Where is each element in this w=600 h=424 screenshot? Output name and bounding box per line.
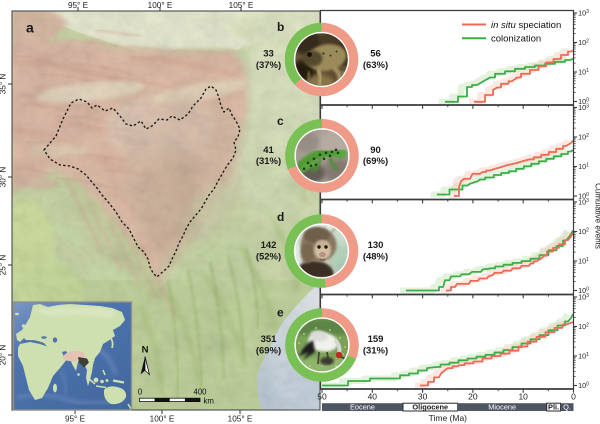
svg-text:90: 90 <box>370 145 381 156</box>
svg-text:e: e <box>277 306 284 320</box>
svg-text:(31%): (31%) <box>256 156 281 167</box>
svg-text:25° N: 25° N <box>0 255 8 276</box>
svg-text:40: 40 <box>368 392 378 402</box>
svg-text:102: 102 <box>578 322 589 331</box>
svg-text:colonization: colonization <box>491 34 541 45</box>
svg-text:101: 101 <box>578 352 589 361</box>
svg-text:30° N: 30° N <box>0 167 8 188</box>
svg-text:102: 102 <box>578 38 589 47</box>
svg-text:101: 101 <box>578 162 589 171</box>
svg-text:in situ speciation: in situ speciation <box>491 20 561 31</box>
svg-text:159: 159 <box>368 334 384 345</box>
svg-text:km: km <box>204 397 214 406</box>
svg-text:20° N: 20° N <box>0 345 8 366</box>
svg-text:95° E: 95° E <box>68 1 89 10</box>
svg-text:10: 10 <box>518 392 528 402</box>
svg-text:(52%): (52%) <box>256 251 281 262</box>
svg-text:400: 400 <box>193 388 207 397</box>
svg-text:(37%): (37%) <box>256 60 281 71</box>
svg-text:95° E: 95° E <box>65 415 86 424</box>
svg-text:100° E: 100° E <box>148 1 173 10</box>
svg-text:Pli.: Pli. <box>548 402 559 411</box>
svg-text:0: 0 <box>571 392 576 402</box>
svg-text:0: 0 <box>138 388 143 397</box>
svg-text:100: 100 <box>578 192 589 201</box>
svg-text:35° N: 35° N <box>0 74 8 95</box>
svg-text:(69%): (69%) <box>256 345 281 356</box>
svg-text:105° E: 105° E <box>229 1 254 10</box>
svg-text:N: N <box>142 345 149 356</box>
svg-text:(31%): (31%) <box>363 345 388 356</box>
svg-text:Q.: Q. <box>563 402 571 411</box>
svg-text:56: 56 <box>370 49 381 60</box>
svg-text:102: 102 <box>578 227 589 236</box>
svg-text:Oligocene: Oligocene <box>412 402 448 411</box>
svg-text:101: 101 <box>578 257 589 266</box>
svg-text:41: 41 <box>263 145 274 156</box>
svg-text:30: 30 <box>418 392 428 402</box>
svg-text:b: b <box>277 20 284 34</box>
svg-text:103: 103 <box>578 9 589 18</box>
svg-text:351: 351 <box>261 334 278 345</box>
svg-text:Time (Ma): Time (Ma) <box>429 413 468 423</box>
svg-text:a: a <box>26 20 34 36</box>
svg-text:103: 103 <box>578 103 589 112</box>
svg-text:105° E: 105° E <box>228 415 253 424</box>
svg-text:c: c <box>277 114 284 128</box>
svg-text:(63%): (63%) <box>363 60 388 71</box>
svg-text:d: d <box>277 210 284 224</box>
svg-text:33: 33 <box>263 49 274 60</box>
svg-text:102: 102 <box>578 133 589 142</box>
svg-text:100: 100 <box>578 286 589 295</box>
svg-text:103: 103 <box>578 293 589 302</box>
svg-text:130: 130 <box>368 240 384 251</box>
svg-text:100: 100 <box>578 381 589 390</box>
svg-text:Eocene: Eocene <box>350 402 375 411</box>
svg-text:Cumulative events: Cumulative events <box>594 183 600 249</box>
svg-text:20: 20 <box>468 392 478 402</box>
svg-text:101: 101 <box>578 68 589 77</box>
svg-text:Miocene: Miocene <box>488 402 516 411</box>
svg-text:50: 50 <box>317 392 327 402</box>
svg-text:142: 142 <box>261 240 277 251</box>
svg-text:(48%): (48%) <box>363 251 388 262</box>
svg-text:103: 103 <box>578 198 589 207</box>
svg-text:100° E: 100° E <box>150 415 175 424</box>
svg-text:(69%): (69%) <box>363 156 388 167</box>
svg-text:100: 100 <box>578 97 589 106</box>
